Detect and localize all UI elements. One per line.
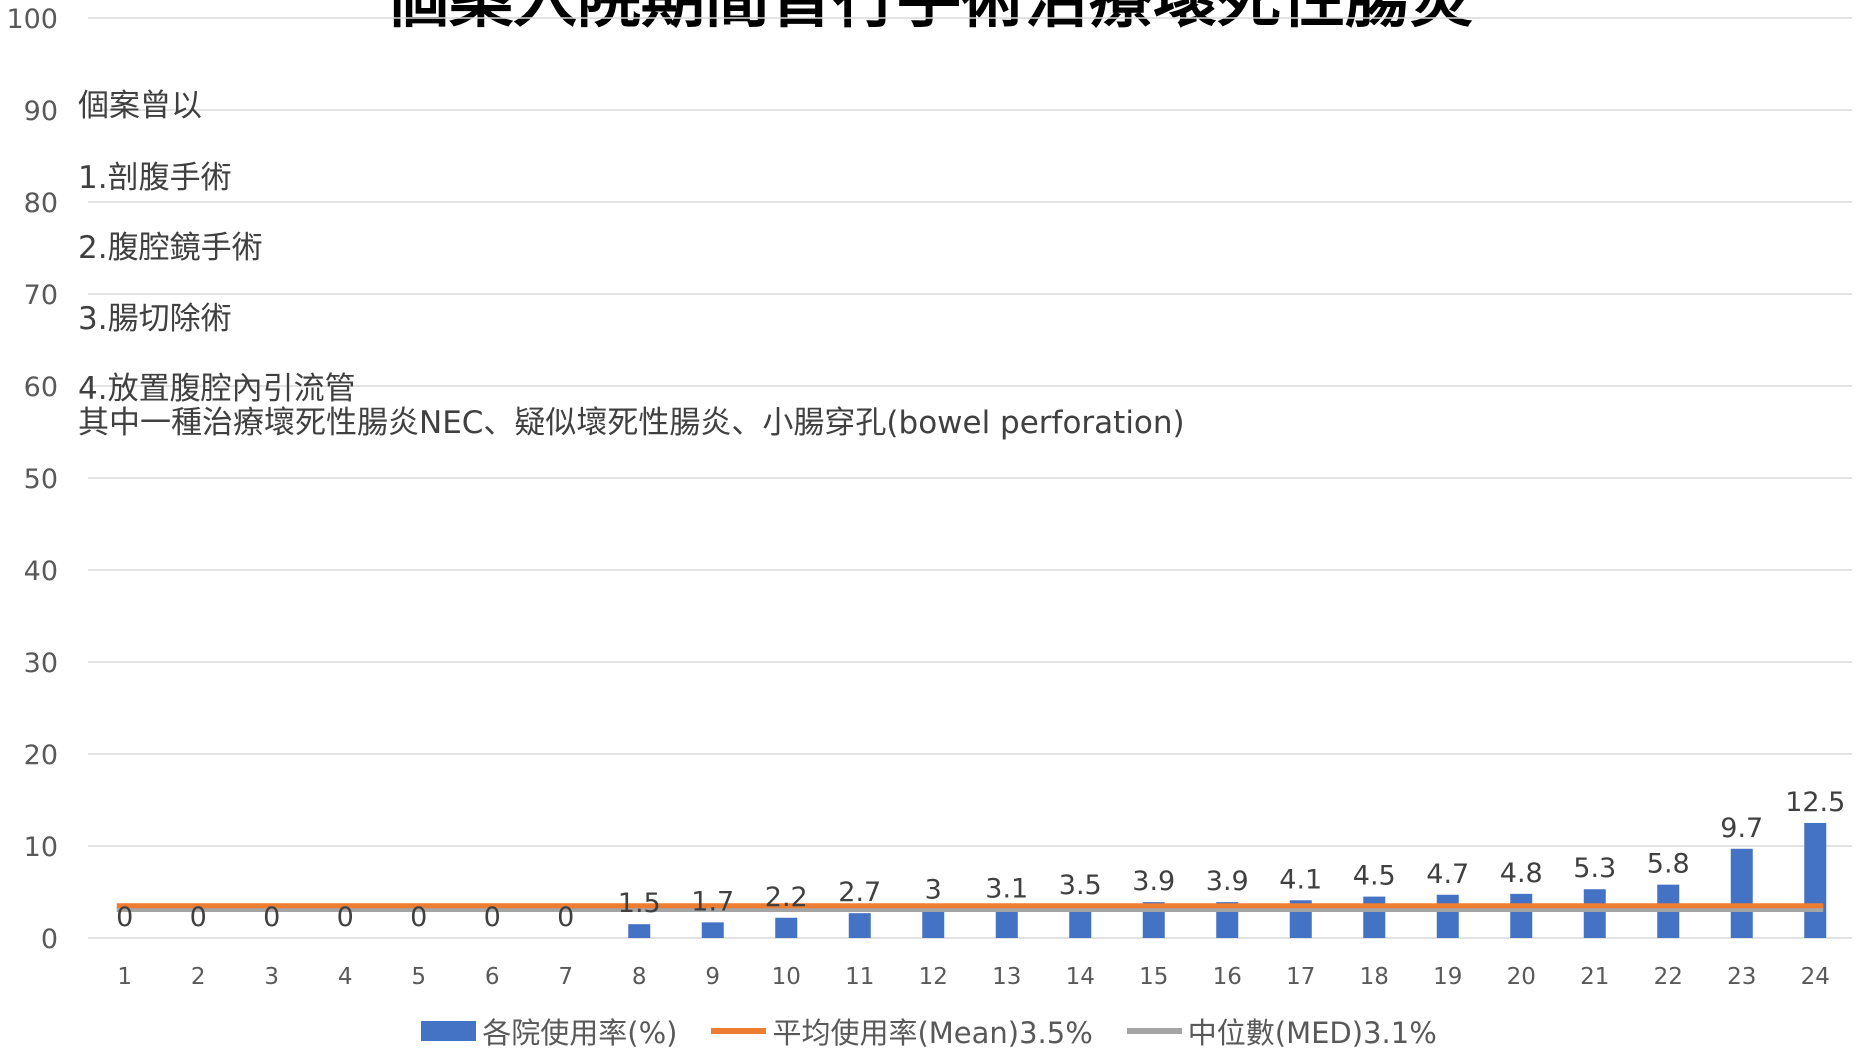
data-label-16: 3.9 (1206, 866, 1249, 897)
data-label-1: 0 (116, 902, 133, 933)
y-axis-ticks: 0 10 20 30 40 50 60 70 80 90 100 (6, 4, 58, 955)
x-tick-label-12: 12 (919, 964, 948, 990)
bar-10 (775, 917, 798, 938)
y-tick-label-70: 70 (24, 280, 58, 311)
legend-label-median: 中位數(MED)3.1% (1187, 1016, 1437, 1050)
bars (628, 823, 1827, 938)
gridlines (88, 17, 1852, 939)
bar-23 (1730, 848, 1753, 938)
x-tick-label-22: 22 (1654, 964, 1683, 990)
legend-swatch-median (1126, 1028, 1182, 1034)
data-label-22: 5.8 (1647, 849, 1690, 880)
x-tick-label-2: 2 (191, 964, 206, 990)
data-label-18: 4.5 (1353, 861, 1396, 892)
x-tick-label-20: 20 (1507, 964, 1536, 990)
x-tick-label-3: 3 (264, 964, 279, 990)
x-tick-label-21: 21 (1580, 964, 1609, 990)
y-tick-label-50: 50 (24, 464, 58, 495)
data-label-17: 4.1 (1279, 864, 1322, 895)
x-tick-label-18: 18 (1360, 964, 1389, 990)
x-tick-label-1: 1 (117, 964, 132, 990)
annotation-line-2: 2.腹腔鏡手術 (78, 230, 263, 266)
data-label-5: 0 (410, 902, 427, 933)
bar-18 (1363, 896, 1386, 938)
y-tick-label-80: 80 (24, 188, 58, 219)
x-tick-label-15: 15 (1139, 964, 1168, 990)
x-tick-label-7: 7 (558, 964, 573, 990)
data-label-23: 9.7 (1720, 813, 1763, 844)
y-tick-label-20: 20 (24, 740, 58, 771)
x-tick-label-5: 5 (411, 964, 426, 990)
data-label-6: 0 (484, 902, 501, 933)
legend-swatch-mean (711, 1028, 767, 1034)
x-tick-label-24: 24 (1801, 964, 1830, 990)
legend: 各院使用率(%) 平均使用率(Mean)3.5% 中位數(MED)3.1% (0, 1010, 1858, 1052)
y-tick-label-60: 60 (24, 372, 58, 403)
data-label-14: 3.5 (1059, 870, 1102, 901)
y-tick-label-100: 100 (6, 4, 58, 35)
data-label-3: 0 (263, 902, 280, 933)
data-label-13: 3.1 (985, 873, 1028, 904)
annotation-line-5: 其中一種治療壞死性腸炎NEC、疑似壞死性腸炎、小腸穿孔(bowel perfor… (78, 405, 1185, 441)
data-labels: 0 0 0 0 0 0 0 1.5 1.7 2.2 2.7 3 3.1 3.5 3.9 3.9 4.1 4.5 4.… (116, 787, 1845, 933)
bar-9 (701, 922, 724, 938)
data-label-21: 5.3 (1573, 853, 1616, 884)
legend-item-median: 中位數(MED)3.1% (1126, 1010, 1437, 1052)
bar-13 (995, 909, 1018, 938)
legend-label-bar: 各院使用率(%) (482, 1016, 678, 1050)
y-tick-label-10: 10 (24, 832, 58, 863)
data-label-2: 0 (190, 902, 207, 933)
x-tick-label-6: 6 (485, 964, 500, 990)
reference-lines (116, 903, 1824, 912)
annotation-line-4: 4.放置腹腔內引流管 (78, 371, 356, 407)
y-tick-label-40: 40 (24, 556, 58, 587)
annotation-line-3: 3.腸切除術 (78, 301, 232, 337)
annotation-line-0: 個案曾以 (78, 88, 202, 124)
bar-14 (1069, 905, 1092, 938)
x-axis-ticks: 1 2 3 4 5 6 7 8 9 10 11 12 13 14 15 16 17 18 19 20 21 22 23 24 (117, 964, 1829, 990)
data-label-19: 4.7 (1426, 859, 1469, 890)
x-tick-label-17: 17 (1286, 964, 1315, 990)
data-label-15: 3.9 (1132, 866, 1175, 897)
bar-19 (1436, 894, 1459, 938)
bar-11 (848, 913, 871, 938)
bar-24 (1804, 823, 1827, 938)
data-label-9: 1.7 (691, 886, 734, 917)
data-label-8: 1.5 (618, 888, 661, 919)
legend-item-mean: 平均使用率(Mean)3.5% (711, 1010, 1093, 1052)
x-tick-label-4: 4 (338, 964, 353, 990)
data-label-24: 12.5 (1785, 787, 1845, 818)
data-label-20: 4.8 (1500, 858, 1543, 889)
y-tick-label-0: 0 (41, 924, 58, 955)
annotation-line-1: 1.剖腹手術 (78, 160, 232, 196)
x-tick-label-11: 11 (845, 964, 874, 990)
bar-12 (922, 910, 945, 938)
bar-8 (628, 924, 651, 938)
y-tick-label-30: 30 (24, 648, 58, 679)
bar-20 (1510, 893, 1533, 938)
x-tick-label-23: 23 (1727, 964, 1756, 990)
x-tick-label-10: 10 (772, 964, 801, 990)
data-label-11: 2.7 (838, 877, 881, 908)
x-tick-label-14: 14 (1066, 964, 1095, 990)
x-tick-label-19: 19 (1433, 964, 1462, 990)
legend-swatch-bar (421, 1021, 477, 1041)
x-tick-label-8: 8 (632, 964, 647, 990)
data-label-7: 0 (557, 902, 574, 933)
legend-label-mean: 平均使用率(Mean)3.5% (772, 1016, 1093, 1050)
legend-item-bar: 各院使用率(%) (421, 1010, 677, 1052)
y-tick-label-90: 90 (24, 96, 58, 127)
x-tick-label-9: 9 (705, 964, 720, 990)
data-label-12: 3 (925, 874, 942, 905)
x-tick-label-13: 13 (992, 964, 1021, 990)
bar-21 (1583, 889, 1606, 938)
data-label-10: 2.2 (765, 882, 808, 913)
x-tick-label-16: 16 (1213, 964, 1242, 990)
data-label-4: 0 (337, 902, 354, 933)
